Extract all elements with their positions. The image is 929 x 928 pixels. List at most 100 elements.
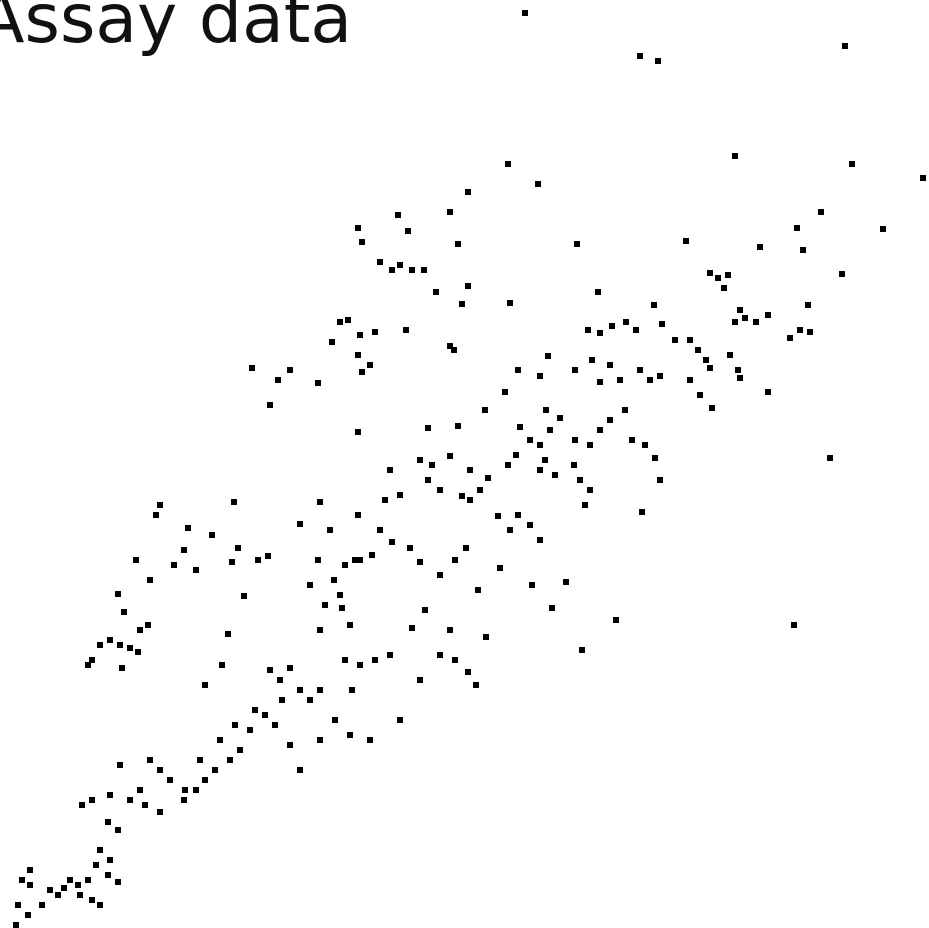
point	[19, 877, 25, 883]
point	[737, 307, 743, 313]
point	[507, 527, 513, 533]
point	[105, 872, 111, 878]
point	[517, 424, 523, 430]
point	[85, 662, 91, 668]
point	[403, 327, 409, 333]
point	[695, 347, 701, 353]
point	[807, 329, 813, 335]
point	[505, 462, 511, 468]
point	[697, 392, 703, 398]
point	[171, 562, 177, 568]
point	[255, 557, 261, 563]
point	[529, 582, 535, 588]
point	[77, 892, 83, 898]
point	[535, 181, 541, 187]
point	[287, 367, 293, 373]
point	[97, 642, 103, 648]
point	[405, 228, 411, 234]
point	[687, 337, 693, 343]
point	[507, 300, 513, 306]
point	[417, 457, 423, 463]
point	[235, 545, 241, 551]
point	[357, 662, 363, 668]
point	[515, 367, 521, 373]
point	[495, 513, 501, 519]
chart-title: Assay data	[0, 0, 352, 59]
point	[725, 272, 731, 278]
point	[537, 442, 543, 448]
point	[563, 579, 569, 585]
point	[579, 647, 585, 653]
point	[577, 477, 583, 483]
point	[587, 487, 593, 493]
point	[715, 275, 721, 281]
point	[571, 462, 577, 468]
point	[107, 857, 113, 863]
point	[737, 375, 743, 381]
point	[805, 302, 811, 308]
point	[537, 373, 543, 379]
point	[447, 209, 453, 215]
point	[587, 442, 593, 448]
point	[545, 353, 551, 359]
point	[355, 225, 361, 231]
point	[317, 499, 323, 505]
point	[249, 365, 255, 371]
point	[317, 687, 323, 693]
point	[522, 10, 528, 16]
point	[252, 707, 258, 713]
point	[359, 369, 365, 375]
point	[107, 792, 113, 798]
point	[537, 467, 543, 473]
point	[417, 559, 423, 565]
point	[451, 347, 457, 353]
point	[247, 727, 253, 733]
point	[597, 330, 603, 336]
point	[727, 352, 733, 358]
point	[27, 867, 33, 873]
point	[352, 557, 358, 563]
point	[137, 787, 143, 793]
point	[637, 367, 643, 373]
point	[85, 877, 91, 883]
point	[463, 545, 469, 551]
point	[347, 732, 353, 738]
point	[397, 262, 403, 268]
point	[572, 437, 578, 443]
point	[377, 527, 383, 533]
point	[219, 662, 225, 668]
point	[574, 241, 580, 247]
point	[505, 161, 511, 167]
point	[133, 557, 139, 563]
point	[287, 742, 293, 748]
point	[115, 827, 121, 833]
point	[25, 912, 31, 918]
point	[342, 657, 348, 663]
point	[355, 352, 361, 358]
point	[355, 429, 361, 435]
point	[547, 427, 553, 433]
point	[27, 882, 33, 888]
point	[765, 312, 771, 318]
point	[585, 327, 591, 333]
point	[797, 327, 803, 333]
point	[67, 877, 73, 883]
point	[651, 302, 657, 308]
point	[920, 175, 926, 181]
point	[75, 882, 81, 888]
point	[355, 512, 361, 518]
point	[372, 657, 378, 663]
point	[157, 502, 163, 508]
point	[452, 557, 458, 563]
point	[212, 767, 218, 773]
point	[107, 637, 113, 643]
point	[202, 682, 208, 688]
point	[339, 605, 345, 611]
point	[421, 267, 427, 273]
point	[880, 226, 886, 232]
point	[818, 209, 824, 215]
point	[327, 527, 333, 533]
point	[47, 887, 53, 893]
point	[683, 238, 689, 244]
